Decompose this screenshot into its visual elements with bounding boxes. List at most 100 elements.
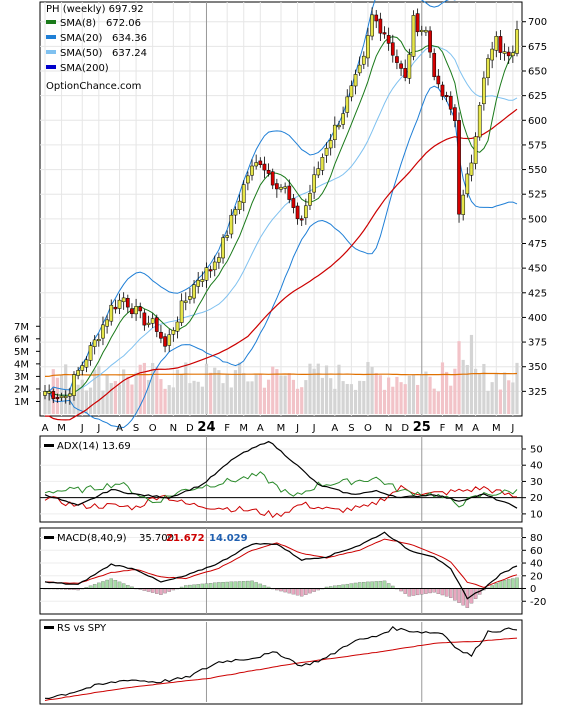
candle-body [200,279,205,282]
candle-body [63,395,68,398]
rs-label: RS vs SPY [57,623,107,634]
macd-histogram-bar [233,581,238,589]
volume-bar [416,384,420,414]
volume-bar [329,378,333,414]
candle-body [374,14,379,22]
macd-histogram-bar [217,582,221,589]
x-tick-label: A [42,423,49,434]
legend-swatch-sma20 [46,35,56,39]
volume-bar [88,387,93,414]
volume-bar [490,382,494,414]
volume-bar [175,369,180,414]
volume-bar [229,387,233,414]
volume-bar [428,376,432,414]
candle-body [436,75,441,85]
candle-body [515,29,519,54]
volume-bar [97,365,101,414]
candle-body [262,163,267,171]
volume-bar [209,372,213,414]
macd-histogram-bar [109,578,113,589]
candle-body [76,370,80,376]
volume-bar [184,362,188,414]
candle-body [506,51,511,57]
candle-body [444,95,449,98]
macd-histogram-bar [258,583,263,589]
x-tick-label: O [149,423,157,434]
bollinger-upper [45,0,456,392]
macd-histogram-bar [92,584,97,589]
volume-bar [345,383,349,414]
candle-body [146,322,151,325]
volume-bar [142,362,146,414]
volume-bar [424,371,428,414]
volume-bar [283,375,287,414]
price-tick-label: 475 [528,239,547,250]
adx-line [44,440,518,509]
candle-body [283,186,287,189]
volume-bar [358,380,362,414]
rs-layer [44,622,518,702]
adx-layer: 10 20 30 40 50 [40,436,543,522]
volume-bar [478,374,482,414]
macd-histogram-bar [225,581,229,589]
candle-body [130,308,134,315]
x-tick-label: A [116,423,123,434]
volume-bar [155,367,159,414]
panel-tick-label: 40 [530,461,543,472]
volume-bar [502,372,507,414]
candle-body [337,125,341,128]
volume-bar [266,379,271,414]
macd-line [44,531,518,600]
candle-body [469,162,474,176]
macd-histogram-bar [200,583,205,589]
price-tick-label: 325 [528,387,547,398]
candle-body [511,52,515,57]
volume-bar [180,373,184,414]
volume-bar [167,385,171,414]
volume-bar [449,385,453,414]
volume-bar [159,379,163,414]
volume-bar [287,373,291,414]
macd-histogram-bar [208,583,213,589]
candle-body [159,331,163,339]
macd-histogram-bar [420,588,424,595]
rs-average-line [44,637,518,701]
volume-bar [494,372,498,414]
macd-histogram-bar [457,588,461,603]
volume-bar [482,363,486,414]
macd-histogram-bar [436,588,441,594]
volume-bar [233,370,238,414]
candle-body [175,321,180,332]
legend-sma50-name: SMA(50) [60,48,102,59]
candle-body [494,36,499,51]
price-lines [45,0,518,429]
x-tick-label: F [440,423,446,434]
volume-bar [217,370,221,414]
candle-body [308,193,312,206]
x-tick-label: M [455,423,464,434]
candle-body [266,170,271,174]
volume-tick-label: 3M [14,372,29,383]
candles [43,7,519,405]
volume-bar [93,369,97,414]
volume-bar [295,388,300,414]
candle-body [482,77,486,105]
candle-body [241,184,246,203]
x-tick-label: A [331,423,338,434]
macd-histogram-bar [283,588,287,593]
candle-body [183,300,188,303]
macd-histogram-bar [254,582,258,589]
candle-body [353,74,358,87]
candle-body [486,58,490,78]
macd-histogram-bar [366,581,370,589]
candle-body [345,96,350,113]
macd-histogram-bar [299,588,304,597]
volume-bar [366,362,370,414]
candle-body [163,336,167,347]
candle-body [324,147,329,156]
panel-tick-label: 40 [530,559,543,570]
candle-body [411,15,416,57]
volume-bar [316,363,320,414]
panel-tick-label: 0 [530,584,536,595]
volume-bar [370,366,374,414]
